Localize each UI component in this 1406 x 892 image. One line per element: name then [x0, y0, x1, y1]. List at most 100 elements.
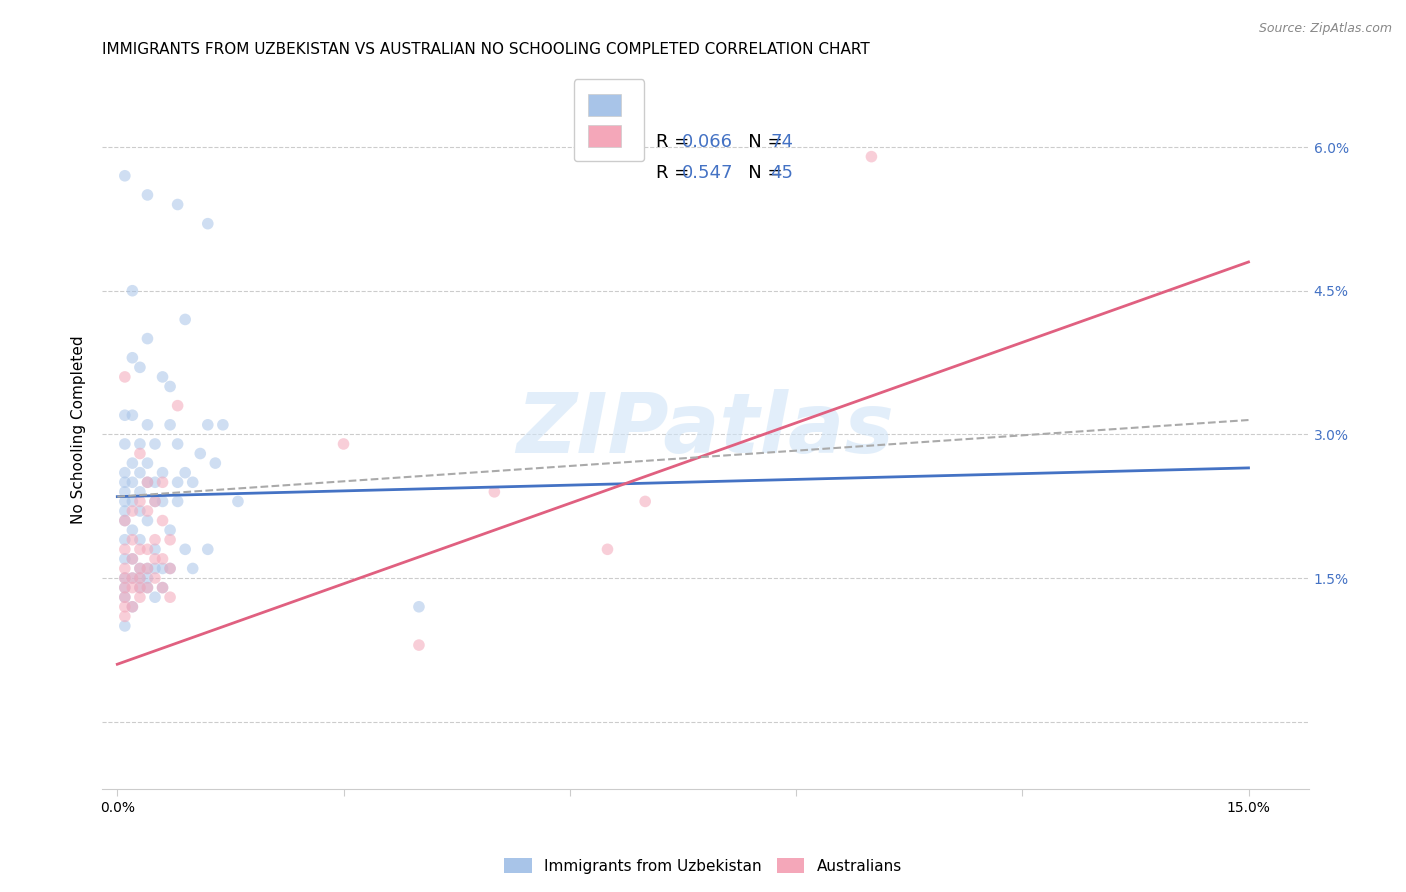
Point [166, 475, 188, 490]
Point [114, 504, 136, 518]
Text: ZIPatlas: ZIPatlas [516, 389, 894, 470]
Point [188, 446, 211, 460]
Point [121, 284, 143, 298]
Point [129, 484, 152, 499]
Point [408, 599, 430, 614]
Point [114, 494, 136, 508]
Point [174, 466, 197, 480]
Point [114, 609, 136, 624]
Point [143, 552, 166, 566]
Point [143, 571, 166, 585]
Point [114, 581, 136, 595]
Point [129, 591, 152, 605]
Point [114, 542, 136, 557]
Point [129, 466, 152, 480]
Point [204, 456, 226, 470]
Point [129, 437, 152, 451]
Point [136, 188, 159, 202]
Point [136, 475, 159, 490]
Point [197, 542, 219, 557]
Text: 0.547: 0.547 [682, 163, 733, 182]
Point [634, 494, 657, 508]
Point [166, 197, 188, 211]
Point [174, 312, 197, 326]
Point [181, 475, 204, 490]
Point [114, 591, 136, 605]
Point [152, 370, 174, 384]
Text: 0.066: 0.066 [682, 133, 733, 151]
Point [152, 466, 174, 480]
Legend: Immigrants from Uzbekistan, Australians: Immigrants from Uzbekistan, Australians [498, 852, 908, 880]
Point [143, 494, 166, 508]
Text: IMMIGRANTS FROM UZBEKISTAN VS AUSTRALIAN NO SCHOOLING COMPLETED CORRELATION CHAR: IMMIGRANTS FROM UZBEKISTAN VS AUSTRALIAN… [103, 42, 870, 57]
Point [114, 437, 136, 451]
Point [136, 571, 159, 585]
Point [129, 494, 152, 508]
Point [152, 514, 174, 528]
Point [114, 169, 136, 183]
Point [181, 561, 204, 575]
Point [159, 561, 181, 575]
Point [136, 561, 159, 575]
Point [152, 475, 174, 490]
Point [121, 571, 143, 585]
Point [136, 456, 159, 470]
Point [129, 504, 152, 518]
Point [114, 571, 136, 585]
Point [114, 514, 136, 528]
Point [129, 533, 152, 547]
Y-axis label: No Schooling Completed: No Schooling Completed [72, 335, 86, 524]
Point [121, 571, 143, 585]
Point [121, 504, 143, 518]
Point [159, 561, 181, 575]
Point [129, 581, 152, 595]
Point [121, 581, 143, 595]
Point [114, 484, 136, 499]
Point [136, 504, 159, 518]
Point [129, 446, 152, 460]
Point [121, 475, 143, 490]
Point [152, 581, 174, 595]
Point [197, 417, 219, 432]
Point [114, 533, 136, 547]
Point [159, 417, 181, 432]
Point [121, 599, 143, 614]
Point [143, 533, 166, 547]
Text: 45: 45 [770, 163, 793, 182]
Text: N =: N = [731, 163, 787, 182]
Point [114, 552, 136, 566]
Point [114, 514, 136, 528]
Point [129, 542, 152, 557]
Point [143, 475, 166, 490]
Point [212, 417, 235, 432]
Point [159, 379, 181, 393]
Point [143, 542, 166, 557]
Point [143, 561, 166, 575]
Point [152, 581, 174, 595]
Point [159, 591, 181, 605]
Point [136, 581, 159, 595]
Point [114, 475, 136, 490]
Point [152, 552, 174, 566]
Point [121, 552, 143, 566]
Point [408, 638, 430, 652]
Point [121, 408, 143, 422]
Point [129, 561, 152, 575]
Text: 74: 74 [770, 133, 793, 151]
Point [114, 619, 136, 633]
Point [121, 351, 143, 365]
Point [143, 437, 166, 451]
Point [121, 533, 143, 547]
Point [136, 561, 159, 575]
Point [129, 571, 152, 585]
Point [114, 571, 136, 585]
Point [129, 360, 152, 375]
Point [143, 591, 166, 605]
Point [136, 332, 159, 346]
Point [114, 408, 136, 422]
Point [121, 552, 143, 566]
Point [174, 542, 197, 557]
Text: R =: R = [657, 163, 695, 182]
Point [129, 571, 152, 585]
Point [197, 217, 219, 231]
